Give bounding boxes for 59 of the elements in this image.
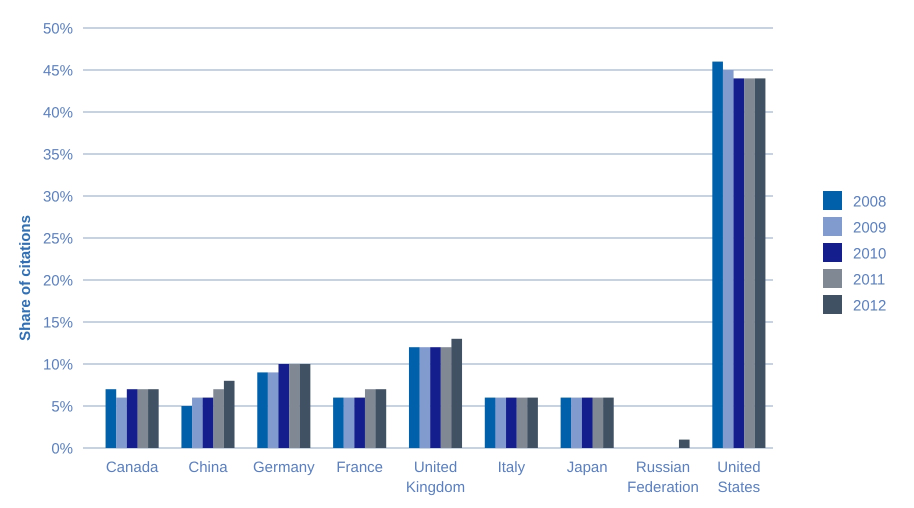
y-tick-label: 0%	[51, 440, 73, 458]
x-tick-label: France	[336, 459, 383, 476]
legend-label: 2011	[853, 271, 886, 288]
x-tick-label: Russian Federation	[627, 459, 699, 496]
bar	[126, 389, 138, 448]
bar	[527, 398, 538, 448]
bar	[364, 389, 376, 448]
bar	[451, 338, 462, 448]
bar	[300, 364, 310, 448]
y-tick-label: 10%	[42, 356, 73, 374]
x-tick-label: Canada	[106, 459, 160, 476]
bar	[354, 398, 365, 448]
bar	[137, 389, 148, 448]
legend-label: 2009	[853, 219, 886, 236]
x-tick-label: Germany	[252, 459, 316, 476]
bar	[430, 347, 441, 448]
legend-label: 2008	[853, 193, 886, 210]
bar	[712, 62, 723, 448]
y-tick-label: 45%	[42, 62, 73, 80]
y-tick-label: 35%	[42, 146, 73, 164]
y-tick-label: 15%	[42, 314, 73, 332]
bar	[224, 380, 235, 448]
y-tick-label: 5%	[51, 398, 73, 416]
y-tick-label: 25%	[42, 230, 73, 248]
bar	[333, 398, 344, 448]
bar	[106, 389, 116, 448]
bar	[408, 347, 420, 448]
bar	[560, 398, 572, 448]
bar	[592, 398, 604, 448]
bar	[506, 398, 517, 448]
bar	[603, 398, 614, 448]
bar	[278, 364, 290, 448]
x-tick-label: China	[188, 459, 228, 476]
x-tick-label: United Kingdom	[406, 459, 466, 496]
y-tick-label: 30%	[42, 188, 73, 206]
bar	[516, 398, 528, 448]
bar	[582, 398, 592, 448]
bar	[148, 389, 159, 448]
y-axis-title: Share of citations	[17, 215, 34, 341]
legend-label: 2012	[853, 297, 886, 314]
x-tick-label: United States	[717, 459, 761, 496]
bar	[213, 389, 224, 448]
bar	[257, 372, 268, 448]
bar	[744, 78, 755, 448]
y-tick-label: 20%	[42, 272, 73, 290]
y-tick-label: 50%	[42, 20, 73, 38]
bar	[754, 78, 766, 448]
bar	[440, 347, 452, 448]
bar	[484, 398, 496, 448]
bar	[734, 78, 744, 448]
y-tick-label: 40%	[42, 104, 73, 122]
x-tick-label: Italy	[498, 459, 526, 476]
bar	[289, 364, 300, 448]
bar	[181, 406, 192, 448]
bar	[202, 398, 214, 448]
bar	[678, 440, 690, 448]
bar	[376, 389, 386, 448]
legend-label: 2010	[853, 245, 886, 262]
x-tick-label: Japan	[566, 459, 608, 476]
